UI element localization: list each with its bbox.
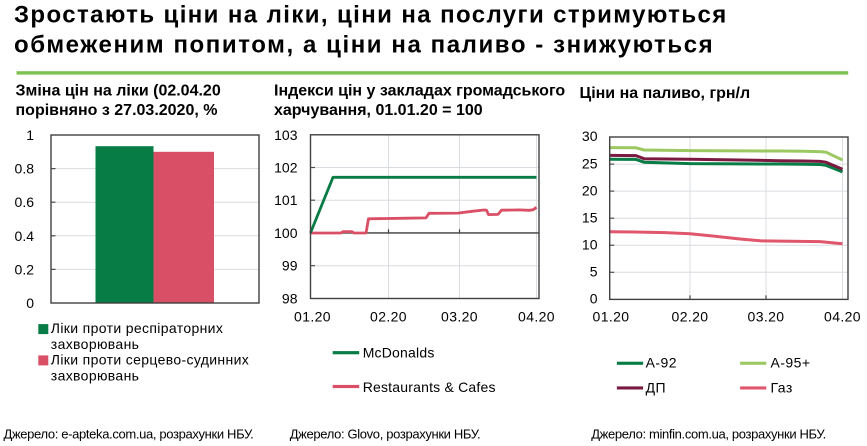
svg-text:Зростають ціни на ліки, ціни н: Зростають ціни на ліки, ціни на послуги … [14, 1, 728, 28]
svg-text:Ліки проти респіраторних: Ліки проти респіраторних [51, 320, 223, 336]
svg-text:обмеженим попитом, а ціни на п: обмеженим попитом, а ціни на паливо - зн… [14, 31, 714, 58]
svg-text:Джерело: Glovo, розрахунки НБУ: Джерело: Glovo, розрахунки НБУ. [290, 427, 481, 442]
svg-text:Restaurants & Cafes: Restaurants & Cafes [363, 379, 496, 395]
svg-text:01.20: 01.20 [294, 309, 331, 325]
svg-text:20: 20 [582, 182, 598, 198]
svg-text:1: 1 [26, 127, 34, 143]
svg-text:А-92: А-92 [646, 355, 677, 371]
svg-text:захворювань: захворювань [51, 336, 140, 352]
svg-text:15: 15 [582, 209, 598, 225]
svg-text:порівняно з 27.03.2020, %: порівняно з 27.03.2020, % [16, 102, 218, 119]
svg-text:02.20: 02.20 [370, 309, 407, 325]
svg-text:0: 0 [590, 291, 598, 307]
svg-text:04.20: 04.20 [518, 309, 555, 325]
svg-text:100: 100 [274, 225, 298, 241]
svg-text:25: 25 [582, 155, 598, 171]
svg-text:Джерело: e-apteka.com.ua, розр: Джерело: e-apteka.com.ua, розрахунки НБУ… [4, 427, 254, 442]
svg-text:Газ: Газ [771, 380, 793, 396]
svg-text:0.6: 0.6 [15, 194, 35, 210]
svg-text:Ціни на паливо, грн/л: Ціни на паливо, грн/л [580, 85, 751, 102]
svg-text:03.20: 03.20 [748, 309, 785, 325]
svg-text:0.8: 0.8 [15, 161, 35, 177]
svg-text:Зміна цін на ліки (02.04.20: Зміна цін на ліки (02.04.20 [16, 83, 221, 100]
svg-text:А-95+: А-95+ [771, 355, 811, 371]
svg-text:ДП: ДП [646, 380, 666, 396]
svg-text:98: 98 [282, 291, 298, 307]
svg-text:0.4: 0.4 [15, 228, 35, 244]
svg-text:30: 30 [582, 128, 598, 144]
svg-text:03.20: 03.20 [441, 309, 478, 325]
svg-text:01.20: 01.20 [593, 309, 630, 325]
svg-text:103: 103 [274, 127, 298, 143]
svg-text:0.2: 0.2 [15, 261, 35, 277]
svg-text:0: 0 [26, 295, 34, 311]
svg-text:харчування, 01.01.20 = 100: харчування, 01.01.20 = 100 [274, 102, 483, 119]
svg-text:101: 101 [274, 192, 298, 208]
svg-text:Індекси цін у закладах громадс: Індекси цін у закладах громадського [274, 83, 565, 100]
svg-text:102: 102 [274, 160, 298, 176]
svg-text:02.20: 02.20 [672, 309, 709, 325]
svg-text:Ліки проти серцево-судинних: Ліки проти серцево-судинних [51, 352, 249, 368]
svg-text:5: 5 [590, 264, 598, 280]
svg-text:10: 10 [582, 236, 598, 252]
svg-text:McDonalds: McDonalds [363, 344, 435, 360]
svg-text:99: 99 [282, 258, 298, 274]
svg-text:04.20: 04.20 [824, 309, 861, 325]
svg-text:захворювань: захворювань [51, 367, 140, 383]
svg-text:Джерело: minfin.com.ua, розрах: Джерело: minfin.com.ua, розрахунки НБУ. [591, 427, 826, 442]
